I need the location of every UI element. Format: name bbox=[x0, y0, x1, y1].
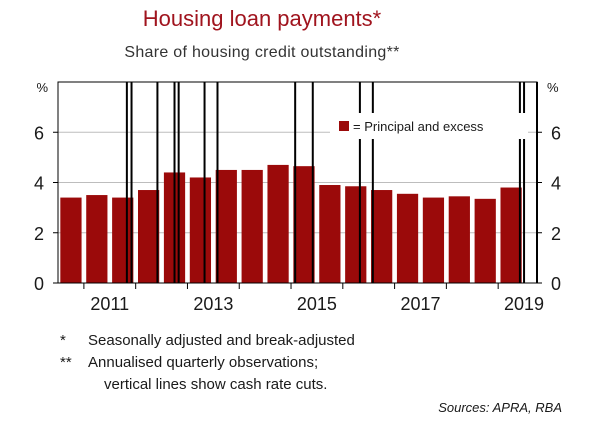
y-tick-label-right: 6 bbox=[551, 123, 561, 143]
bar bbox=[371, 190, 393, 283]
y-unit-right: % bbox=[547, 80, 559, 95]
bar bbox=[293, 166, 315, 283]
x-tick-label: 2015 bbox=[297, 294, 337, 314]
x-tick-label: 2013 bbox=[193, 294, 233, 314]
footnote-text: vertical lines show cash rate cuts. bbox=[104, 376, 328, 393]
x-tick-label: 2017 bbox=[400, 294, 440, 314]
chart-title: Housing loan payments* bbox=[142, 6, 382, 31]
footnote-text: Seasonally adjusted and break-adjusted bbox=[88, 332, 355, 349]
y-tick-label-right: 0 bbox=[551, 274, 561, 294]
bar bbox=[345, 186, 367, 283]
y-unit-left: % bbox=[36, 80, 48, 95]
x-tick-label: 2011 bbox=[90, 294, 129, 314]
bar bbox=[215, 169, 237, 283]
x-tick-label: 2019 bbox=[504, 294, 544, 314]
footnote-text: Annualised quarterly observations; bbox=[88, 354, 319, 371]
bar bbox=[189, 177, 212, 283]
bar bbox=[241, 169, 263, 283]
bar bbox=[319, 185, 341, 283]
footnote-mark: * bbox=[60, 332, 66, 349]
y-tick-label-left: 4 bbox=[34, 174, 44, 194]
y-tick-label-right: 4 bbox=[551, 174, 561, 194]
y-tick-label-left: 2 bbox=[34, 224, 44, 244]
bar bbox=[448, 196, 470, 283]
bar bbox=[112, 197, 134, 283]
bar bbox=[474, 198, 496, 283]
bar bbox=[138, 190, 160, 283]
footnote-mark: ** bbox=[60, 354, 72, 371]
bar bbox=[422, 197, 445, 283]
bar bbox=[60, 197, 82, 283]
legend-label: = Principal and excess bbox=[353, 119, 484, 134]
bar bbox=[500, 187, 522, 283]
source-note: Sources: APRA, RBA bbox=[438, 400, 562, 415]
chart-subtitle: Share of housing credit outstanding** bbox=[124, 44, 400, 61]
legend-swatch bbox=[339, 121, 349, 131]
y-tick-label-left: 0 bbox=[34, 274, 44, 294]
bar bbox=[86, 195, 108, 283]
legend-box bbox=[330, 113, 528, 139]
bar bbox=[396, 193, 419, 283]
bar bbox=[267, 164, 289, 283]
y-tick-label-right: 2 bbox=[551, 224, 561, 244]
y-tick-label-left: 6 bbox=[34, 123, 44, 143]
